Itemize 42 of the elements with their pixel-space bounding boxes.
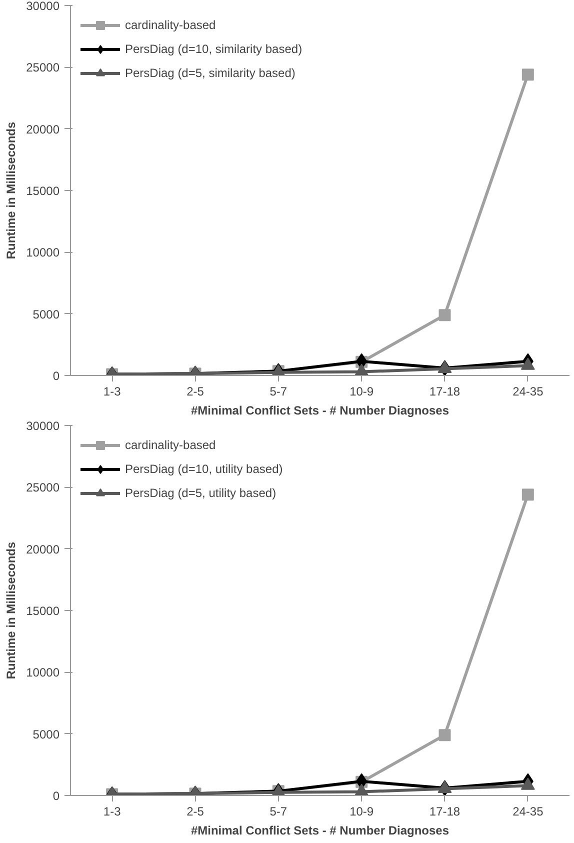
y-tick-label: 5000: [32, 307, 60, 322]
legend-label: PersDiag (d=10, utility based): [125, 462, 283, 476]
y-tick-label: 5000: [32, 727, 60, 742]
legend-label: PersDiag (d=10, similarity based): [125, 42, 302, 56]
x-tick-label: 24-35: [512, 804, 544, 818]
point: [438, 360, 452, 373]
x-tick-label: 5-7: [270, 804, 288, 818]
y-tick-label: 30000: [26, 419, 60, 433]
x-tick-label: 10-9: [350, 804, 374, 818]
point: [438, 780, 452, 793]
y-tick-label: 15000: [26, 604, 60, 618]
legend-label: cardinality-based: [125, 438, 216, 452]
legend-label: cardinality-based: [125, 18, 216, 32]
x-tick-label: 2-5: [186, 804, 204, 818]
x-axis-title: #Minimal Conflict Sets - # Number Diagnoses: [190, 824, 450, 838]
x-tick-label: 17-18: [429, 804, 460, 818]
y-tick-label: 0: [52, 789, 60, 803]
legend-label: PersDiag (d=5, similarity based): [125, 66, 296, 80]
y-tick-label: 0: [52, 369, 60, 383]
point: [520, 358, 535, 370]
x-tick-label: 5-7: [270, 384, 288, 398]
y-tick-label: 10000: [26, 246, 60, 260]
point: [522, 488, 534, 501]
y-tick-label: 25000: [26, 60, 60, 75]
x-tick-label: 24-35: [512, 384, 544, 398]
point: [520, 778, 535, 790]
y-tick-label: 20000: [26, 122, 60, 136]
x-tick-label: 1-3: [103, 804, 122, 818]
y-tick-label: 15000: [26, 184, 60, 198]
x-tick-label: 17-18: [429, 384, 460, 398]
x-tick-label: 1-3: [103, 384, 122, 398]
x-tick-label: 10-9: [350, 384, 374, 398]
y-tick-label: 30000: [26, 0, 60, 13]
y-tick-label: 25000: [26, 480, 60, 495]
y-tick-label: 20000: [26, 542, 60, 556]
y-axis-title: Runtime in Milliseconds: [4, 122, 18, 260]
y-axis-title: Runtime in Milliseconds: [4, 542, 18, 680]
point: [522, 68, 534, 81]
x-axis-title: #Minimal Conflict Sets - # Number Diagnoses: [190, 404, 450, 418]
legend-label: PersDiag (d=5, utility based): [125, 486, 276, 500]
y-tick-label: 10000: [26, 666, 60, 680]
x-tick-label: 2-5: [186, 384, 204, 398]
